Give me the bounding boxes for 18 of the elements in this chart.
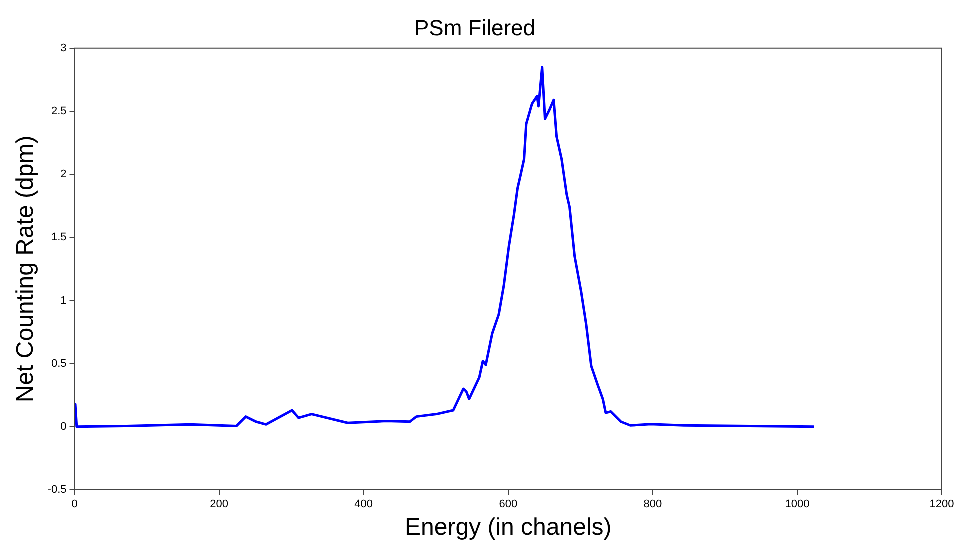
y-tick-label: 3	[60, 42, 67, 54]
x-tick-label: 0	[72, 498, 78, 511]
y-tick-label: 0.5	[51, 358, 67, 370]
y-tick-label: 0	[60, 420, 67, 433]
x-axis-title: Energy (in chanels)	[404, 514, 612, 542]
y-tick-label: 1	[60, 294, 67, 307]
x-tick-label: 1200	[930, 498, 954, 511]
x-tick-label: 1000	[785, 498, 810, 511]
x-tick-label: 800	[644, 498, 662, 511]
y-tick-label: -0.5	[48, 484, 67, 496]
x-tick-label: 400	[354, 498, 374, 511]
chart-title: PSm Filered	[414, 15, 536, 40]
x-tick-label: 600	[499, 498, 518, 511]
y-tick-label: 2.5	[51, 106, 67, 118]
x-tick-label: 200	[210, 498, 228, 511]
y-tick-label: 2	[60, 168, 67, 181]
y-tick-label: 1.5	[51, 232, 67, 244]
y-axis-title: Net Counting Rate (dpm)	[12, 136, 40, 403]
